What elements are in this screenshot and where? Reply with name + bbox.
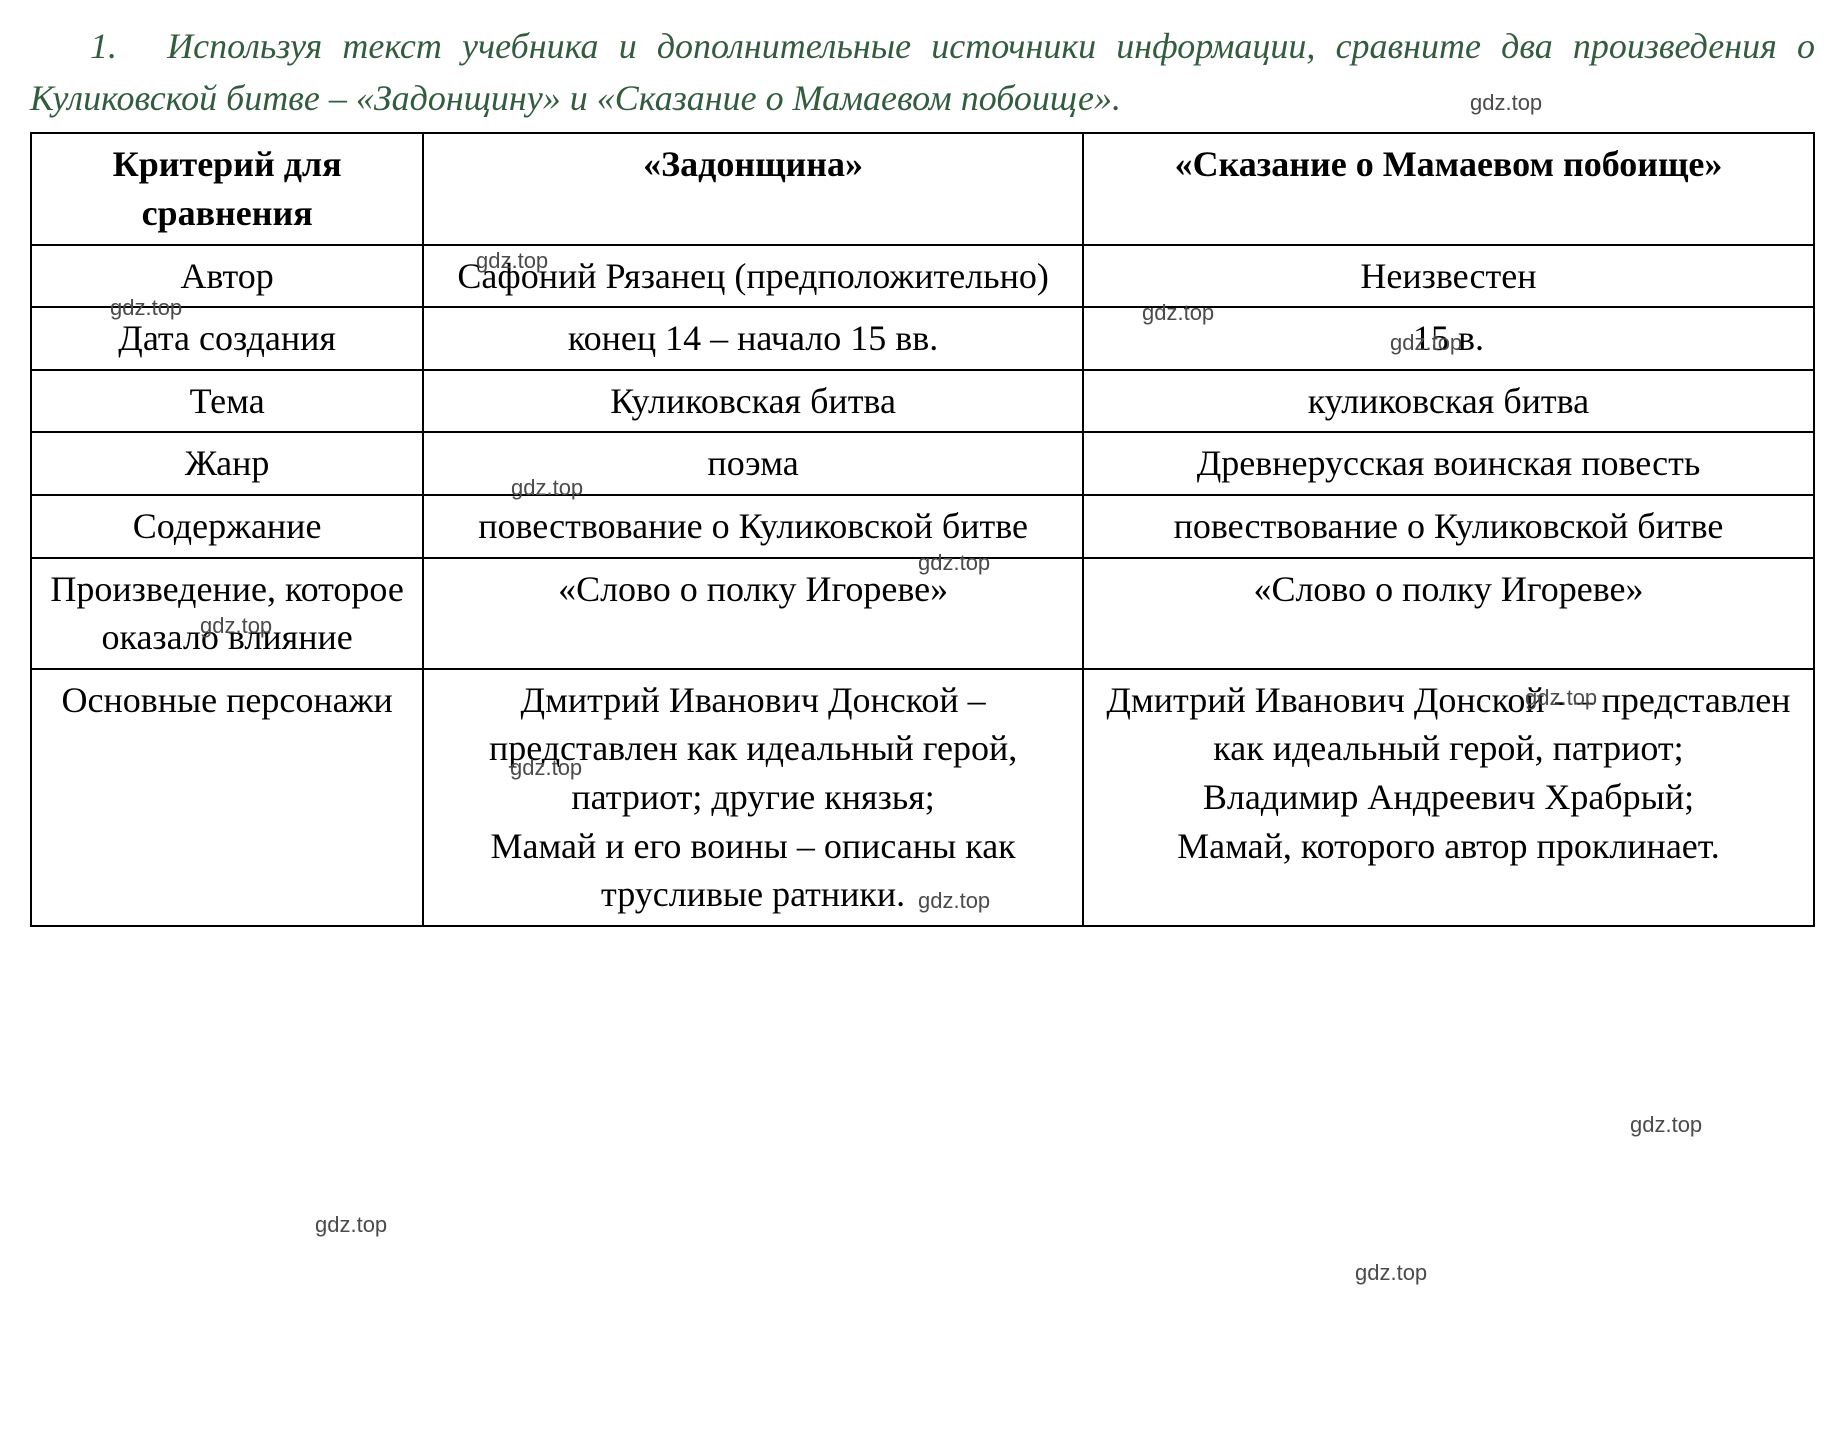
header-zadonshchina: «Задонщина» — [423, 133, 1083, 244]
question-number: 1. — [90, 26, 117, 66]
cell-zadonshchina: поэма — [423, 432, 1083, 495]
cell-zadonshchina: Куликовская битва — [423, 370, 1083, 433]
watermark-text: gdz.top — [1355, 1260, 1427, 1286]
cell-criterion: Произведение, которое оказало влияние — [31, 558, 423, 669]
header-criterion: Критерий для сравнения — [31, 133, 423, 244]
cell-criterion: Дата создания — [31, 307, 423, 370]
cell-skazanie: Неизвестен — [1083, 245, 1814, 308]
question-text: Используя текст учебника и дополнительны… — [30, 26, 1815, 118]
table-header-row: Критерий для сравнения «Задонщина» «Сказ… — [31, 133, 1814, 244]
table-row: Жанр поэма Древнерусская воинская повест… — [31, 432, 1814, 495]
table-row: Содержание повествование о Куликовской б… — [31, 495, 1814, 558]
question-paragraph: 1. Используя текст учебника и дополнител… — [30, 20, 1815, 124]
table-row: Основные персонажи Дмитрий Иванович Донс… — [31, 669, 1814, 926]
watermark-text: gdz.top — [1630, 1112, 1702, 1138]
table-row: Дата создания конец 14 – начало 15 вв. 1… — [31, 307, 1814, 370]
cell-zadonshchina: Сафоний Рязанец (предположительно) — [423, 245, 1083, 308]
cell-skazanie: Дмитрий Иванович Донской - – представлен… — [1083, 669, 1814, 926]
cell-skazanie: Древнерусская воинская повесть — [1083, 432, 1814, 495]
cell-skazanie: повествование о Куликовской битве — [1083, 495, 1814, 558]
cell-criterion: Содержание — [31, 495, 423, 558]
cell-zadonshchina: конец 14 – начало 15 вв. — [423, 307, 1083, 370]
comparison-table: Критерий для сравнения «Задонщина» «Сказ… — [30, 132, 1815, 926]
cell-criterion: Тема — [31, 370, 423, 433]
cell-skazanie: «Слово о полку Игореве» — [1083, 558, 1814, 669]
cell-zadonshchina: Дмитрий Иванович Донской – представлен к… — [423, 669, 1083, 926]
cell-criterion: Жанр — [31, 432, 423, 495]
watermark-text: gdz.top — [315, 1212, 387, 1238]
cell-skazanie: 15 в. — [1083, 307, 1814, 370]
table-row: Тема Куликовская битва куликовская битва — [31, 370, 1814, 433]
cell-criterion: Автор — [31, 245, 423, 308]
cell-skazanie: куликовская битва — [1083, 370, 1814, 433]
table-row: Автор Сафоний Рязанец (предположительно)… — [31, 245, 1814, 308]
cell-criterion: Основные персонажи — [31, 669, 423, 926]
cell-zadonshchina: повествование о Куликовской битве — [423, 495, 1083, 558]
cell-zadonshchina: «Слово о полку Игореве» — [423, 558, 1083, 669]
document-wrapper: { "question": { "number": "1.", "text": … — [30, 20, 1815, 927]
table-row: Произведение, которое оказало влияние «С… — [31, 558, 1814, 669]
header-skazanie: «Сказание о Мамаевом побоище» — [1083, 133, 1814, 244]
